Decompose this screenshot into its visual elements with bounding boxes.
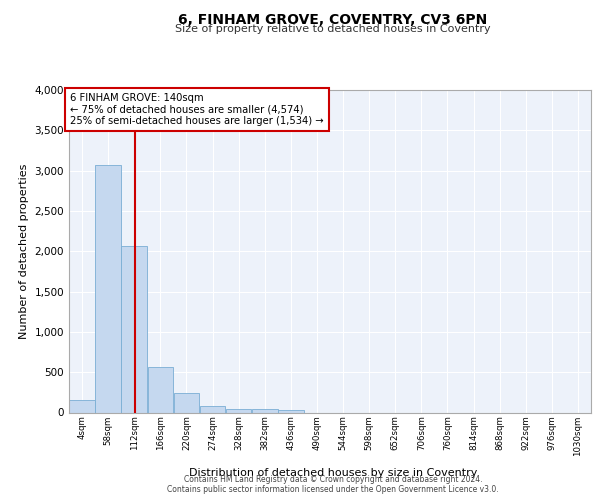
Text: Size of property relative to detached houses in Coventry: Size of property relative to detached ho… [175,24,491,34]
Bar [121,246,147,412]
Bar [69,400,95,412]
Bar [173,393,199,412]
Bar [252,410,278,412]
Bar [278,410,304,412]
Bar [95,165,121,412]
Bar [226,409,251,412]
Text: 6, FINHAM GROVE, COVENTRY, CV3 6PN: 6, FINHAM GROVE, COVENTRY, CV3 6PN [178,12,488,26]
Text: Contains HM Land Registry data © Crown copyright and database right 2024.
Contai: Contains HM Land Registry data © Crown c… [167,474,499,494]
Text: Distribution of detached houses by size in Coventry: Distribution of detached houses by size … [189,468,477,477]
Text: 6 FINHAM GROVE: 140sqm
← 75% of detached houses are smaller (4,574)
25% of semi-: 6 FINHAM GROVE: 140sqm ← 75% of detached… [70,93,324,126]
Bar [200,406,226,412]
Bar [148,368,173,412]
Y-axis label: Number of detached properties: Number of detached properties [19,164,29,339]
